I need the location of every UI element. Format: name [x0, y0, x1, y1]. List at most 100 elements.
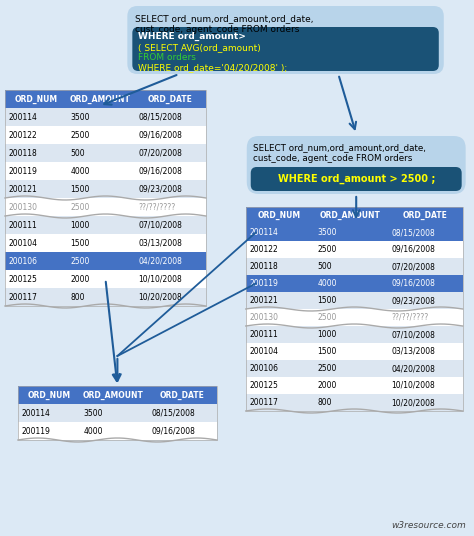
Text: 200118: 200118	[250, 262, 279, 271]
Text: 1000: 1000	[318, 330, 337, 339]
Bar	[5, 234, 67, 252]
Bar	[67, 198, 134, 216]
Bar	[387, 241, 463, 258]
Bar	[246, 207, 313, 224]
Bar	[5, 90, 206, 306]
Bar	[246, 258, 313, 275]
Bar	[246, 241, 313, 258]
Text: 08/15/2008: 08/15/2008	[151, 408, 195, 418]
Bar	[134, 198, 206, 216]
Bar	[387, 275, 463, 292]
Bar	[5, 90, 67, 108]
FancyBboxPatch shape	[251, 167, 462, 191]
Bar	[80, 386, 147, 404]
Text: 07/10/2008: 07/10/2008	[391, 330, 435, 339]
Bar	[67, 252, 134, 270]
Text: 200125: 200125	[9, 274, 38, 284]
Text: 200119: 200119	[250, 279, 279, 288]
Text: 09/16/2008: 09/16/2008	[138, 130, 182, 139]
Text: 200119: 200119	[22, 427, 51, 435]
Bar	[313, 241, 387, 258]
Bar	[134, 234, 206, 252]
Bar	[387, 360, 463, 377]
Bar	[67, 180, 134, 198]
Bar	[134, 288, 206, 306]
Text: 200114: 200114	[9, 113, 38, 122]
Text: 08/15/2008: 08/15/2008	[391, 228, 435, 237]
Text: 200130: 200130	[250, 313, 279, 322]
Text: 200122: 200122	[9, 130, 38, 139]
FancyBboxPatch shape	[247, 136, 465, 194]
Bar	[67, 126, 134, 144]
Bar	[246, 224, 313, 241]
Text: 200111: 200111	[250, 330, 279, 339]
Text: 4000: 4000	[318, 279, 337, 288]
Bar	[313, 309, 387, 326]
Text: 200119: 200119	[9, 167, 38, 175]
Bar	[313, 377, 387, 394]
Text: 200106: 200106	[9, 257, 38, 265]
Text: 09/16/2008: 09/16/2008	[391, 245, 435, 254]
Bar	[387, 326, 463, 343]
Text: 03/13/2008: 03/13/2008	[138, 239, 182, 248]
Bar	[134, 162, 206, 180]
Bar	[387, 207, 463, 224]
FancyBboxPatch shape	[128, 6, 444, 74]
Text: WHERE ord_date='04/20/2008' );: WHERE ord_date='04/20/2008' );	[138, 63, 288, 72]
Text: 1500: 1500	[318, 296, 337, 305]
Bar	[67, 162, 134, 180]
Text: 200114: 200114	[22, 408, 51, 418]
Text: 2000: 2000	[71, 274, 90, 284]
Bar	[67, 288, 134, 306]
Bar	[313, 394, 387, 411]
Text: 09/16/2008: 09/16/2008	[138, 167, 182, 175]
Text: 04/20/2008: 04/20/2008	[138, 257, 182, 265]
Bar	[5, 216, 67, 234]
Bar	[246, 326, 313, 343]
Text: 200117: 200117	[9, 293, 38, 301]
Bar	[134, 144, 206, 162]
Bar	[134, 90, 206, 108]
Text: WHERE ord_amount>: WHERE ord_amount>	[138, 32, 246, 41]
Text: ORD_NUM: ORD_NUM	[258, 211, 301, 220]
Text: 200106: 200106	[250, 364, 279, 373]
Text: ORD_DATE: ORD_DATE	[160, 390, 204, 399]
Bar	[67, 234, 134, 252]
Text: 4000: 4000	[83, 427, 103, 435]
Bar	[246, 394, 313, 411]
Text: 3500: 3500	[318, 228, 337, 237]
Bar	[387, 394, 463, 411]
Text: ORD_AMOUNT: ORD_AMOUNT	[320, 211, 381, 220]
Text: 10/20/2008: 10/20/2008	[391, 398, 435, 407]
Text: 03/13/2008: 03/13/2008	[391, 347, 435, 356]
Text: ??/??/????: ??/??/????	[391, 313, 428, 322]
Bar	[67, 270, 134, 288]
Bar	[67, 108, 134, 126]
Text: cust_code, agent_code FROM orders: cust_code, agent_code FROM orders	[135, 25, 300, 34]
Text: 500: 500	[71, 148, 85, 158]
Text: 200125: 200125	[250, 381, 279, 390]
Bar	[18, 386, 80, 404]
Text: 10/20/2008: 10/20/2008	[138, 293, 182, 301]
Text: 1500: 1500	[71, 184, 90, 193]
Text: 09/23/2008: 09/23/2008	[391, 296, 435, 305]
Text: 09/16/2008: 09/16/2008	[391, 279, 435, 288]
Bar	[246, 309, 313, 326]
Text: 07/10/2008: 07/10/2008	[138, 220, 182, 229]
Text: 200130: 200130	[9, 203, 38, 212]
Bar	[387, 224, 463, 241]
Bar	[313, 343, 387, 360]
Bar	[5, 126, 67, 144]
Bar	[313, 207, 387, 224]
Text: cust_code, agent_code FROM orders: cust_code, agent_code FROM orders	[253, 154, 412, 163]
Text: 08/15/2008: 08/15/2008	[138, 113, 182, 122]
Bar	[147, 422, 217, 440]
Bar	[134, 252, 206, 270]
Bar	[67, 90, 134, 108]
Bar	[387, 343, 463, 360]
Bar	[246, 377, 313, 394]
Text: 1500: 1500	[71, 239, 90, 248]
Bar	[67, 144, 134, 162]
Text: 2500: 2500	[71, 257, 90, 265]
Text: 800: 800	[318, 398, 332, 407]
